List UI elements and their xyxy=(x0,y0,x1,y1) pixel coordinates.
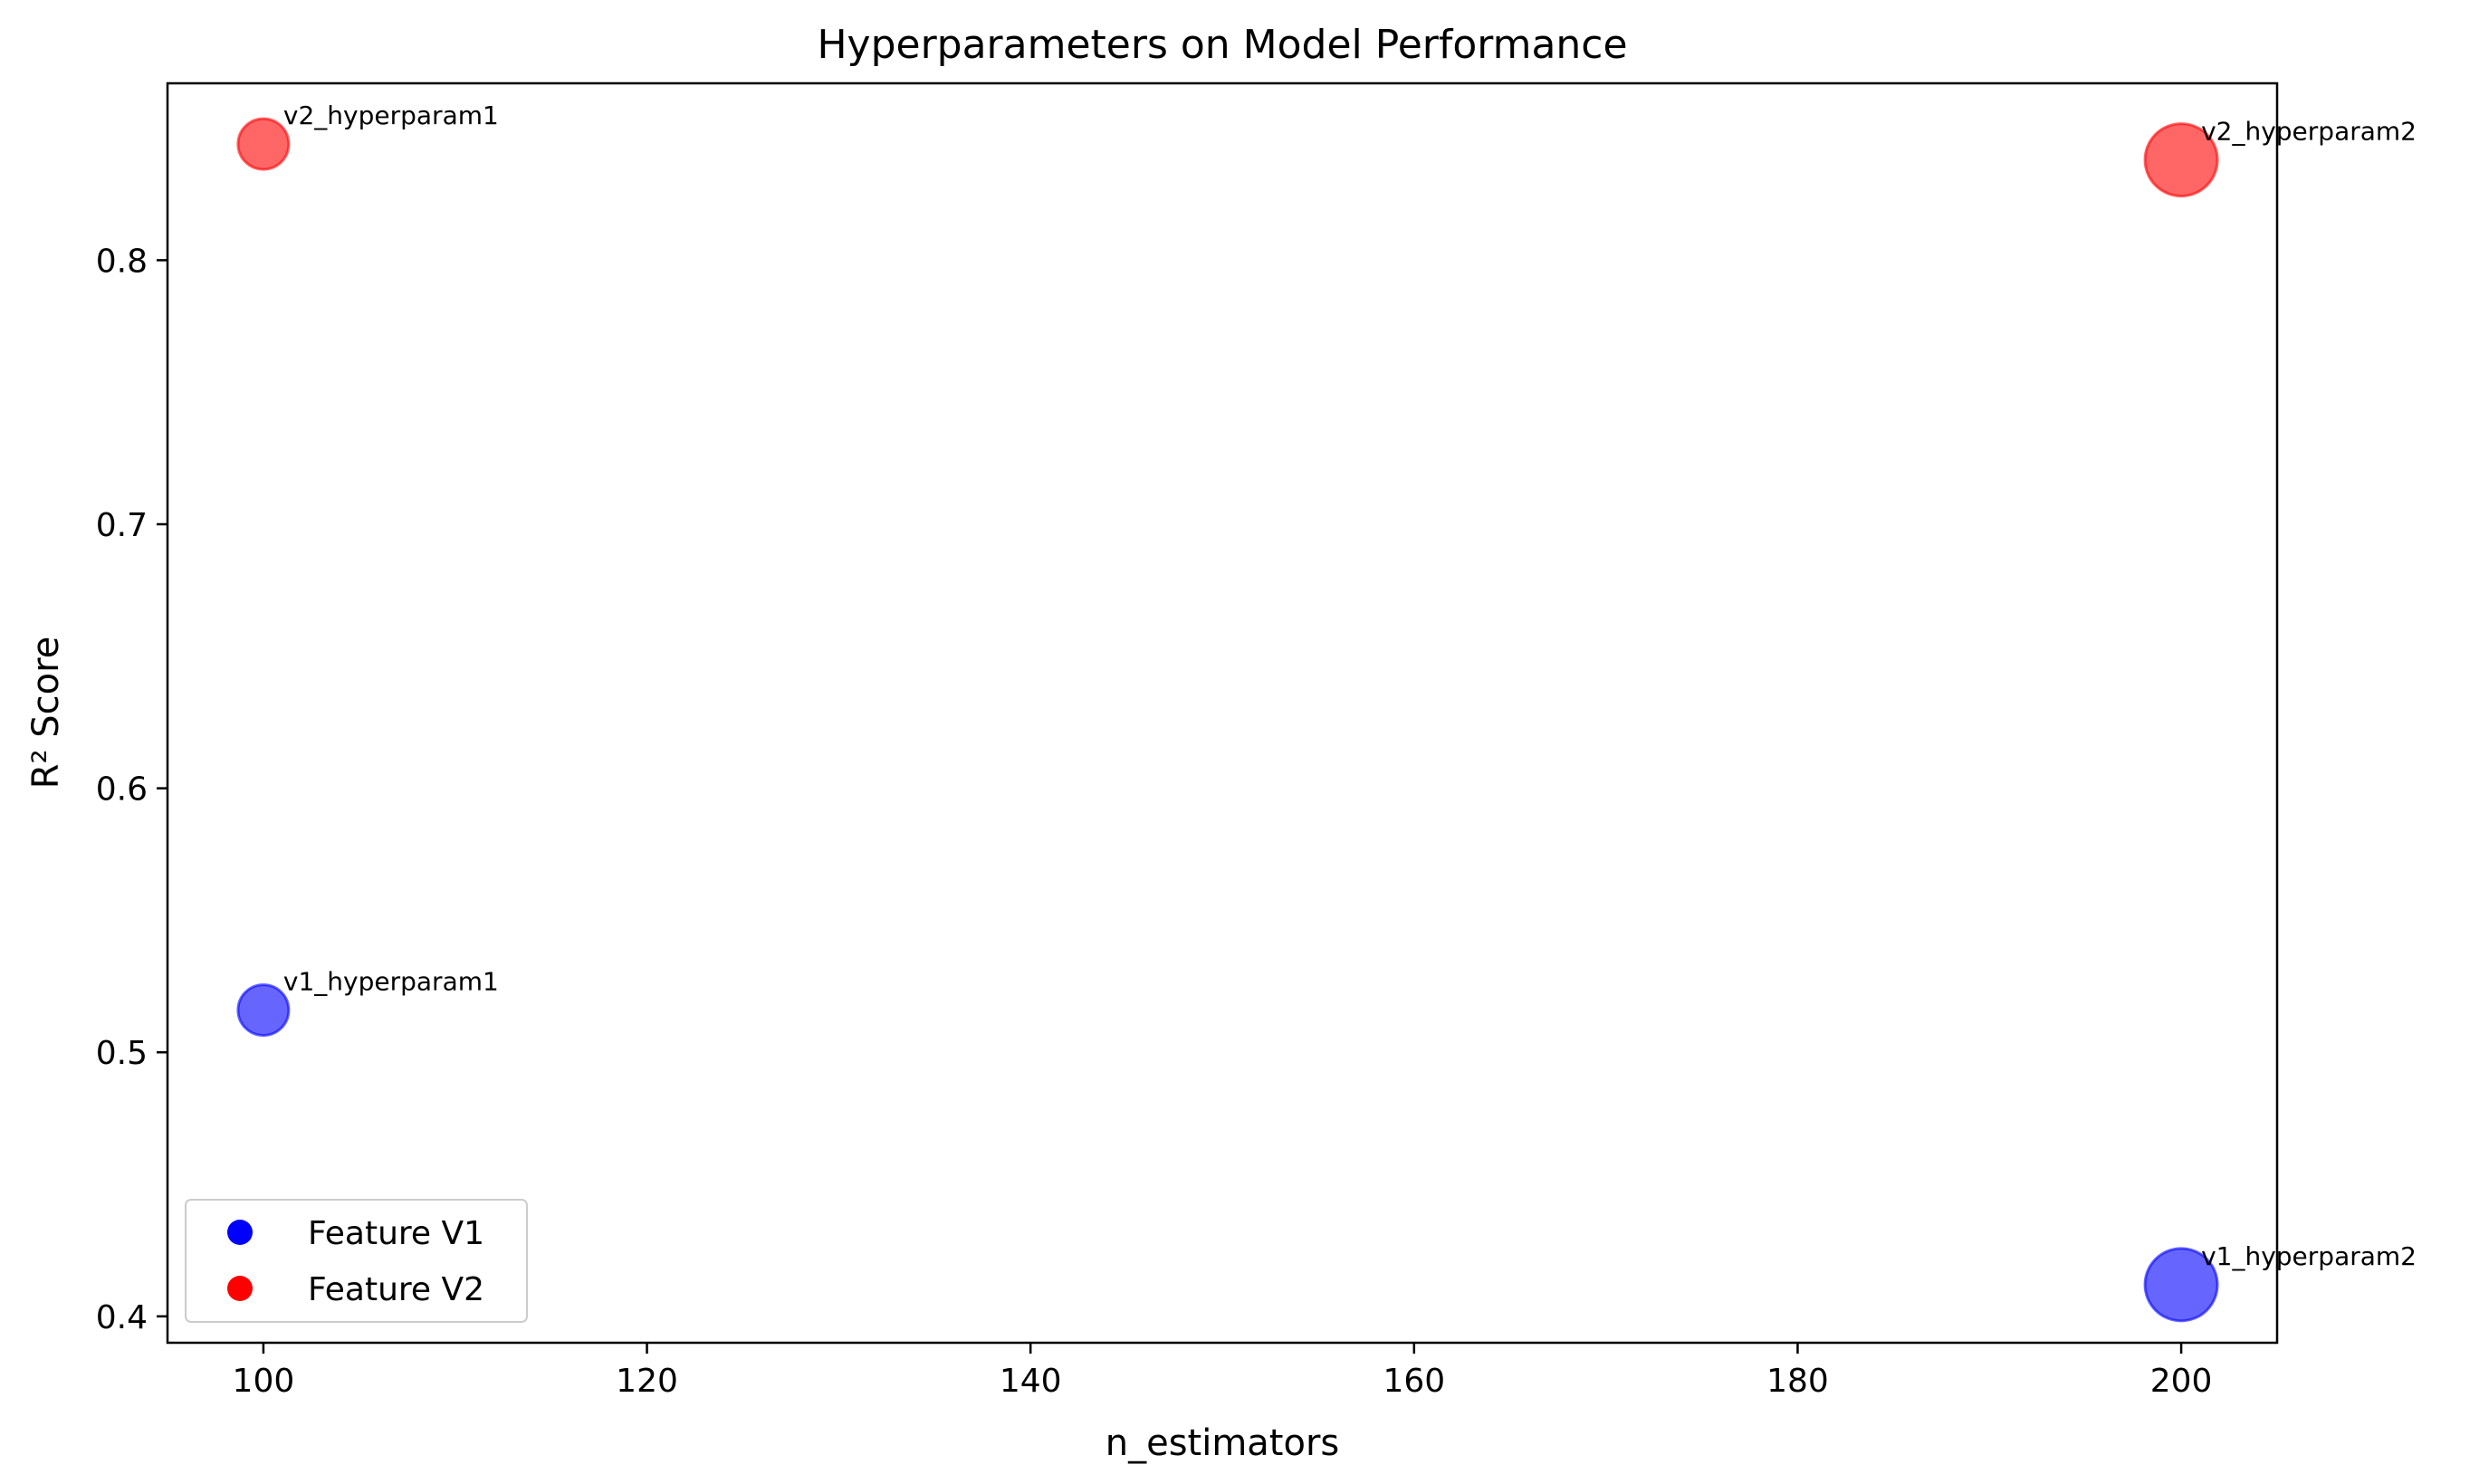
data-point-v1-hyperparam1 xyxy=(236,983,291,1038)
legend: Feature V1 Feature V2 xyxy=(185,1199,528,1323)
point-label-v2-hyperparam1: v2_hyperparam1 xyxy=(283,101,499,130)
legend-marker-feature-v2 xyxy=(227,1276,253,1301)
legend-marker-feature-v1 xyxy=(227,1220,253,1245)
y-axis-label: R² Score xyxy=(25,637,67,790)
y-tick-label: 0.6 xyxy=(96,771,148,809)
data-point-v2-hyperparam1 xyxy=(236,117,291,171)
point-label-v2-hyperparam2: v2_hyperparam2 xyxy=(2201,117,2417,147)
data-point-v2-hyperparam2 xyxy=(2143,122,2219,198)
point-label-v1-hyperparam2: v1_hyperparam2 xyxy=(2201,1241,2417,1271)
y-tick-label: 0.5 xyxy=(96,1035,148,1072)
data-points xyxy=(236,117,2219,1323)
x-tick-label: 160 xyxy=(1383,1363,1445,1400)
y-axis: 0.4 0.5 0.6 0.7 0.8 xyxy=(96,243,168,1336)
point-label-v1-hyperparam1: v1_hyperparam1 xyxy=(283,967,499,997)
y-tick-label: 0.4 xyxy=(96,1299,148,1336)
chart-title: Hyperparameters on Model Performance xyxy=(817,22,1627,68)
y-tick-label: 0.8 xyxy=(96,243,148,280)
x-axis: 100 120 140 160 180 200 xyxy=(233,1343,2213,1400)
x-tick-label: 140 xyxy=(1000,1363,1062,1400)
plot-area-frame xyxy=(166,81,2279,1345)
data-point-v1-hyperparam2 xyxy=(2143,1247,2219,1323)
point-annotations: v1_hyperparam1 v1_hyperparam2 v2_hyperpara… xyxy=(283,101,2417,1271)
x-tick-label: 200 xyxy=(2150,1363,2213,1400)
legend-label-feature-v1: Feature V1 xyxy=(308,1215,484,1252)
legend-label-feature-v2: Feature V2 xyxy=(308,1271,484,1308)
legend-frame xyxy=(185,1199,528,1323)
y-tick-label: 0.7 xyxy=(96,507,148,544)
x-tick-label: 120 xyxy=(616,1363,678,1400)
x-tick-label: 180 xyxy=(1766,1363,1829,1400)
x-tick-label: 100 xyxy=(233,1363,295,1400)
x-axis-label: n_estimators xyxy=(1106,1422,1340,1464)
